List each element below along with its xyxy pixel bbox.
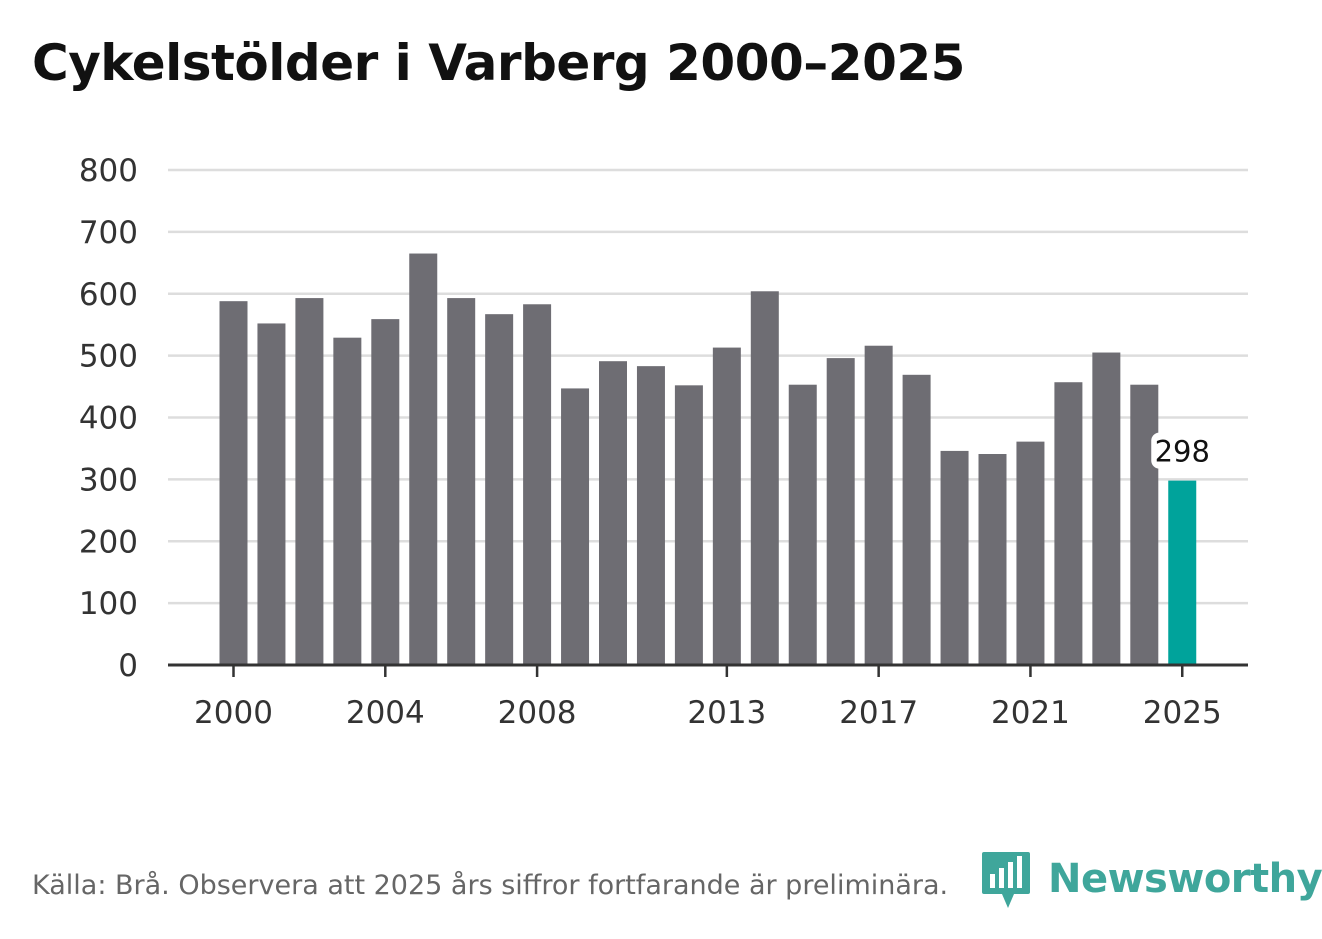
data-label-2025: 298 — [1155, 435, 1210, 469]
bar-2003 — [333, 337, 362, 665]
bar-2006 — [447, 298, 476, 665]
bar-2009 — [561, 388, 590, 665]
bar-2002 — [295, 298, 324, 665]
bar-2001 — [257, 323, 286, 665]
y-tick-label: 600 — [79, 277, 138, 313]
gridlines — [168, 168, 1248, 605]
bar-2000 — [219, 301, 248, 665]
y-tick-label: 800 — [79, 153, 138, 189]
bar-2015 — [788, 384, 817, 665]
bar-2019 — [940, 450, 969, 665]
y-tick-label: 200 — [79, 524, 138, 560]
bar-2022 — [1054, 382, 1083, 665]
newsworthy-logo: Newsworthy — [982, 848, 1322, 910]
x-tick-label: 2013 — [687, 695, 766, 731]
bar-2018 — [902, 374, 931, 665]
logo-text: Newsworthy — [1048, 856, 1322, 902]
bar-2024 — [1130, 384, 1159, 665]
bar-2005 — [409, 253, 438, 665]
x-axis: 2000 2004 2008 2013 2017 2021 2025 — [168, 663, 1248, 731]
y-tick-label: 700 — [79, 215, 138, 251]
source-note: Källa: Brå. Observera att 2025 års siffr… — [32, 870, 949, 901]
bar-2025 — [1168, 480, 1197, 665]
bar-2008 — [523, 304, 552, 665]
bar-2020 — [978, 454, 1007, 665]
x-tick-label: 2025 — [1143, 695, 1222, 731]
bar-2017 — [864, 345, 893, 665]
y-tick-label: 400 — [79, 401, 138, 437]
x-tick-label: 2000 — [194, 695, 273, 731]
bar-2016 — [826, 358, 855, 665]
bar-chart-speech-icon — [982, 852, 1030, 908]
y-tick-label: 0 — [118, 648, 138, 684]
bar-2012 — [674, 385, 703, 665]
bar-2007 — [485, 314, 514, 665]
bar-2021 — [1016, 441, 1045, 665]
bar-2010 — [599, 361, 627, 665]
x-tick-label: 2021 — [991, 695, 1070, 731]
bar-2011 — [636, 366, 665, 665]
data-label-background — [1151, 432, 1214, 469]
bar-2014 — [750, 291, 779, 665]
y-tick-label: 500 — [79, 339, 138, 375]
annotations: 298 — [1151, 432, 1214, 469]
bar-2004 — [371, 319, 400, 665]
y-tick-label: 100 — [79, 586, 138, 622]
bars — [219, 253, 1197, 665]
chart-title: Cykelstölder i Varberg 2000–2025 — [32, 34, 965, 92]
y-tick-label: 300 — [79, 462, 138, 498]
y-axis: 0 100 200 300 400 500 600 700 800 — [79, 153, 138, 684]
bar-2013 — [712, 347, 741, 665]
bar-2023 — [1092, 352, 1121, 665]
x-tick-label: 2008 — [498, 695, 577, 731]
x-tick-label: 2004 — [346, 695, 425, 731]
x-tick-label: 2017 — [839, 695, 918, 731]
